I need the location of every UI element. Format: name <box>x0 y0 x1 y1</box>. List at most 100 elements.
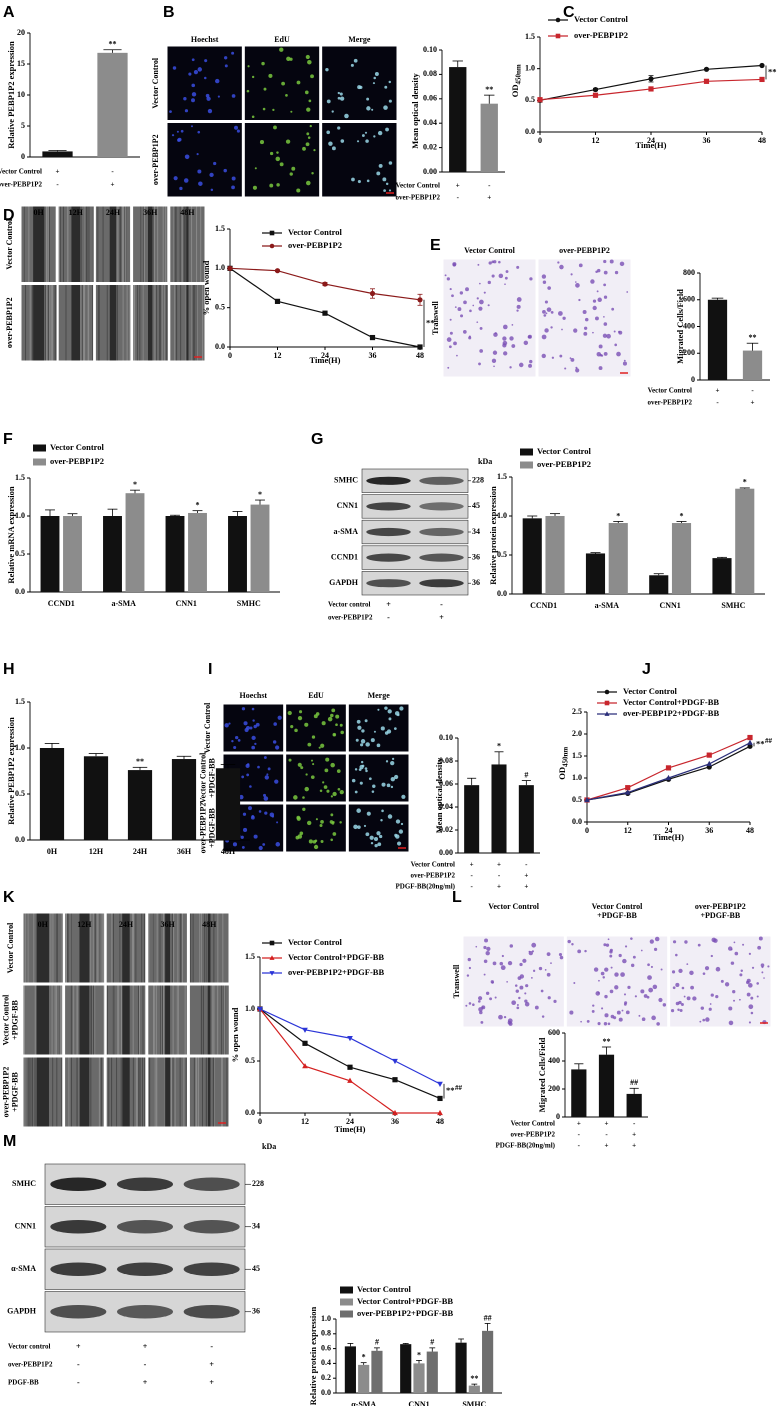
bar <box>522 518 542 594</box>
cell-nucleus <box>307 136 311 139</box>
cell-nucleus <box>251 707 255 711</box>
legend-swatch <box>33 458 46 466</box>
bar <box>608 523 628 594</box>
bar <box>63 516 82 592</box>
condition-sign: - <box>470 872 473 880</box>
texture <box>180 285 182 361</box>
x-tick-label: α-SMA <box>351 1400 376 1406</box>
migrated-cell <box>584 317 589 322</box>
cell-nucleus <box>366 179 370 183</box>
condition-label: Vector Control <box>396 182 440 190</box>
texture <box>201 1057 203 1127</box>
cell-nucleus <box>350 63 354 67</box>
texture <box>159 285 161 361</box>
migrated-cell <box>632 955 636 959</box>
legend-label: Vector Control <box>537 446 592 456</box>
cell-nucleus <box>384 85 388 89</box>
condition-label: PDGF-BB <box>8 1379 39 1387</box>
texture <box>52 1057 54 1127</box>
texture <box>90 1057 92 1127</box>
cell-nucleus <box>356 719 361 724</box>
migrated-cell <box>748 983 753 988</box>
cell-nucleus <box>337 126 341 130</box>
condition-label: PDGF-BB(20ng/ml) <box>396 883 456 891</box>
migrated-cell <box>670 1009 675 1013</box>
x-tick-label: SMHC <box>237 599 261 608</box>
cell-nucleus <box>306 132 310 136</box>
migrated-cell <box>479 326 483 330</box>
row-label: over-PEBP1P2 <box>198 803 207 854</box>
migrated-cell <box>681 986 685 990</box>
cell-nucleus <box>353 824 358 830</box>
cell-nucleus <box>290 725 294 729</box>
migrated-cell <box>598 366 603 371</box>
texture <box>116 1057 118 1127</box>
migrated-cell <box>559 264 564 270</box>
migrated-cell <box>479 282 481 285</box>
point <box>706 760 713 766</box>
cell-nucleus <box>376 743 381 748</box>
migrated-cell <box>647 975 652 980</box>
texture <box>171 913 173 983</box>
texture <box>143 206 145 282</box>
cell-nucleus <box>330 838 333 842</box>
cell-nucleus <box>190 125 193 128</box>
cell-nucleus <box>288 758 292 762</box>
y-axis-title: % open wound <box>230 1007 240 1062</box>
protein-band <box>419 553 464 562</box>
cell-nucleus <box>261 61 265 66</box>
cell-nucleus <box>237 739 241 742</box>
protein-band <box>50 1219 107 1234</box>
cell-nucleus <box>340 730 344 735</box>
x-tick-label: 36 <box>391 1117 399 1126</box>
protein-band <box>183 1219 240 1234</box>
texture <box>46 285 48 361</box>
cell-nucleus <box>236 129 240 133</box>
texture <box>194 285 196 361</box>
cell-nucleus <box>279 47 284 52</box>
condition-sign: + <box>524 883 528 891</box>
cell-nucleus <box>235 735 239 740</box>
column-header: EdU <box>274 35 290 44</box>
cell-nucleus <box>306 107 311 112</box>
cell-nucleus <box>262 107 266 111</box>
x-tick-label: 0 <box>585 826 589 835</box>
migrated-cell <box>551 356 555 359</box>
cell-nucleus <box>231 94 236 98</box>
cell-nucleus <box>263 87 267 91</box>
migrated-cell <box>601 1007 604 1010</box>
significance: ## <box>484 1313 492 1322</box>
cell-nucleus <box>258 845 263 851</box>
cell-nucleus <box>339 821 342 824</box>
migrated-cell <box>603 295 608 299</box>
texture <box>48 206 50 282</box>
y-tick-label: 1.0 <box>245 1004 255 1013</box>
cell-nucleus <box>279 162 284 167</box>
migrated-cell <box>498 260 501 264</box>
texture <box>58 206 60 282</box>
texture <box>174 1057 176 1127</box>
x-tick-label: SMHC <box>721 601 745 610</box>
point <box>392 1058 398 1065</box>
cell-nucleus <box>251 75 255 79</box>
cell-nucleus <box>382 177 387 182</box>
x-tick-label: a-SMA <box>595 601 620 610</box>
texture <box>123 206 125 282</box>
texture <box>160 985 162 1055</box>
cell-nucleus <box>380 819 383 822</box>
texture <box>212 1057 214 1127</box>
panel-letter: L <box>452 889 462 906</box>
cell-nucleus <box>359 764 364 770</box>
transwell-image <box>670 936 771 1027</box>
texture <box>190 913 192 983</box>
cell-nucleus <box>252 719 255 722</box>
cell-nucleus <box>353 58 358 63</box>
texture <box>174 206 176 282</box>
y-tick-label: 0.06 <box>439 779 453 788</box>
kda-unit: kDa <box>478 457 492 466</box>
cell-nucleus <box>206 96 211 101</box>
y-tick-label: 200 <box>548 1084 560 1093</box>
migrated-cell <box>641 1017 646 1022</box>
migrated-cell <box>630 937 633 940</box>
migrated-cell <box>715 966 721 972</box>
